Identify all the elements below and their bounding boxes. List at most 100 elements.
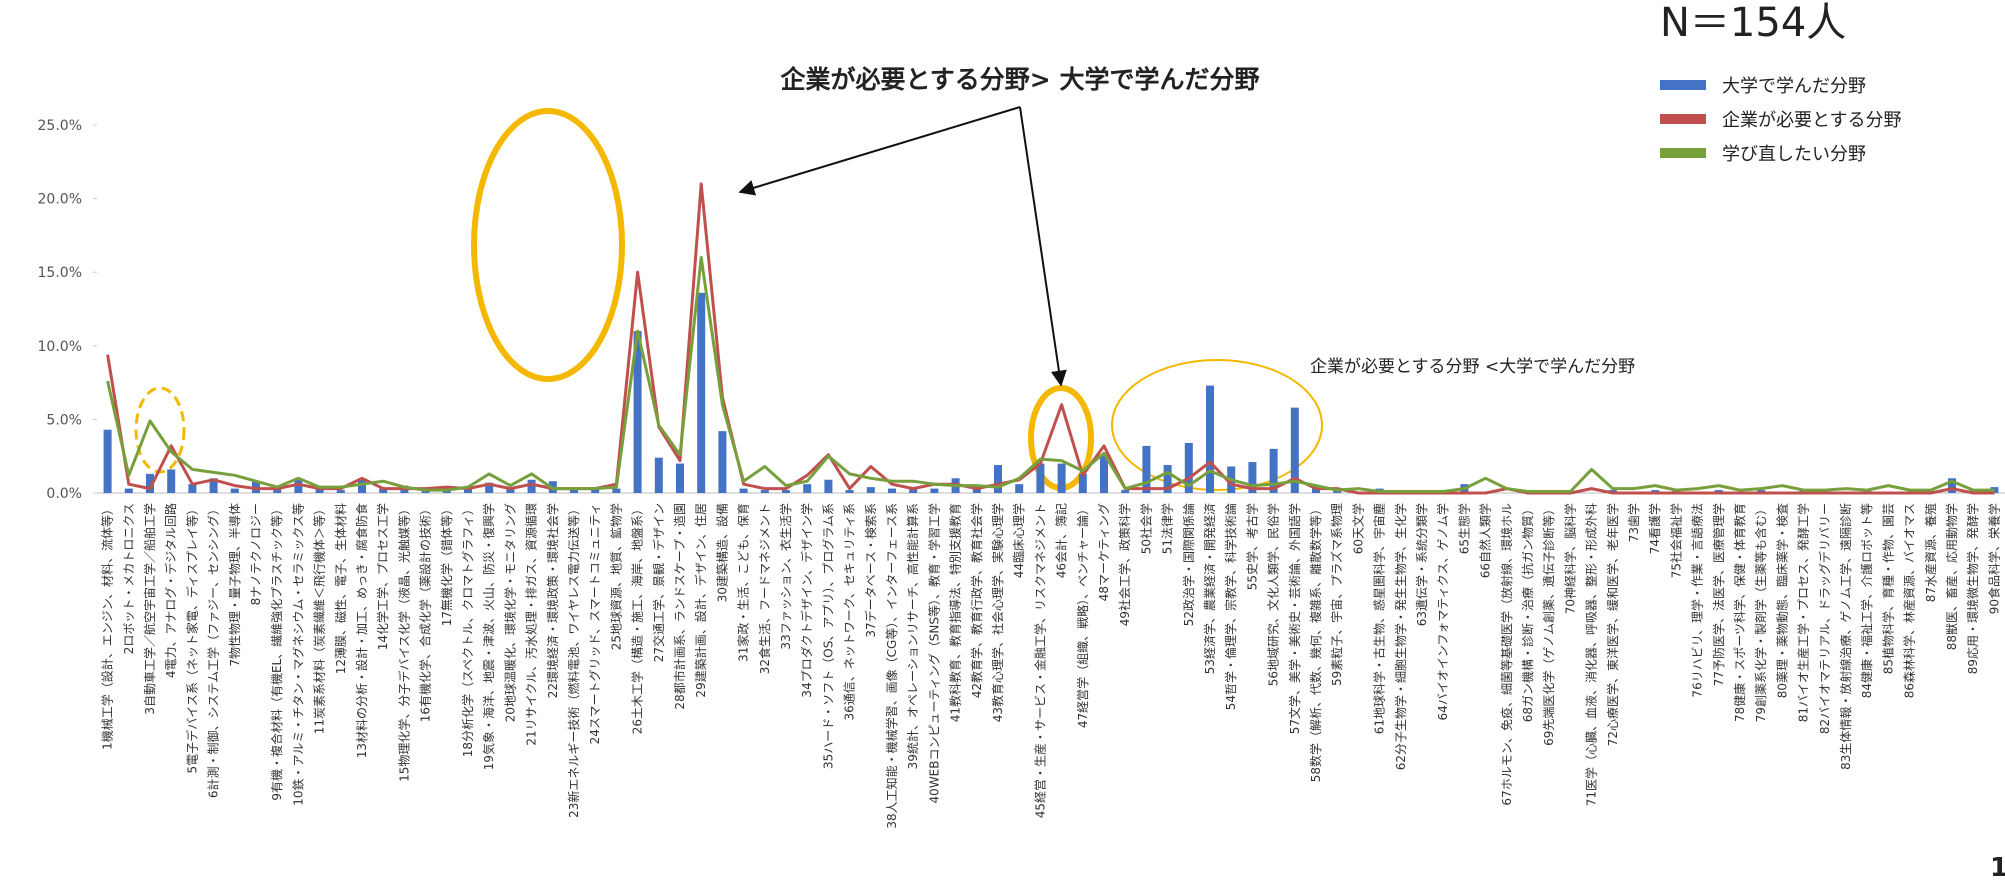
bar	[315, 488, 324, 493]
x-tick-label: 11炭素系材料（炭素繊維＜飛行機体＞等）	[312, 503, 327, 734]
bar	[485, 482, 494, 493]
x-tick-label: 22環境経済・環境政策・環境社会学	[545, 503, 560, 698]
x-tick-label: 77予防医学、法医学、医療管理学	[1711, 503, 1726, 686]
x-tick-label: 14化学工学、プロセス工学	[375, 503, 390, 650]
x-tick-label: 87水産資源、養殖	[1923, 503, 1938, 602]
bar	[1078, 473, 1087, 493]
page-number: 1	[1990, 853, 2005, 883]
bar	[273, 488, 282, 493]
x-tick-label: 16有機化学、合成化学（薬設計の技術）	[418, 503, 433, 722]
y-tick-label: 20.0%	[38, 192, 82, 208]
x-tick-label: 21リサイクル、汚水処理・排ガス、資源循環	[525, 503, 539, 746]
x-tick-label: 47経営学（組織、戦略）、ベンチャー論）	[1075, 503, 1090, 728]
x-tick-label: 60天文学	[1350, 503, 1365, 554]
bar	[760, 490, 769, 493]
bar	[1163, 465, 1172, 493]
x-tick-label: 45経営・生産・サービス・金融工学、リスクマネジメント	[1032, 503, 1047, 818]
x-tick-label: 79創薬系化学・製剤学（生薬等も含む）	[1753, 503, 1768, 722]
bar	[1312, 488, 1320, 493]
bar	[824, 479, 833, 493]
x-tick-label: 35ハード・ソフト（OS、アプリ）、プログラム系	[821, 503, 835, 769]
highlight-ellipse	[1111, 359, 1323, 491]
x-tick-label: 30建築構造、設備	[714, 503, 729, 602]
bar	[782, 490, 790, 493]
x-tick-label: 64バイオインフォマティクス、ゲノム学	[1435, 503, 1450, 720]
x-tick-label: 59素粒子、宇宙、プラズマ系物理	[1329, 503, 1344, 686]
x-tick-label: 13材料の分析・設計・加工、めっき・腐食防食	[354, 503, 369, 758]
annotation: 企業が必要とする分野 <大学で学んだ分野	[1310, 357, 1635, 377]
bar	[909, 488, 918, 493]
x-tick-label: 76リハビリ、理学・作業・言語療法	[1690, 503, 1705, 698]
sample-size: N＝154人	[1660, 0, 1846, 46]
bar	[527, 479, 536, 493]
bar	[1269, 448, 1278, 493]
x-tick-label: 12薄膜、磁性、電子、生体材料	[333, 503, 348, 674]
x-tick-label: 69先端医化学（ゲノム創薬、遺伝子診断等）	[1541, 503, 1556, 746]
x-tick-label: 82バイオマテリアル、ドラッグデリバリー	[1817, 503, 1832, 734]
arrow	[738, 106, 1021, 196]
bar	[336, 490, 345, 493]
bar	[1248, 462, 1257, 493]
bar	[676, 463, 684, 493]
bar	[1015, 484, 1024, 493]
x-tick-label: 65生態学	[1456, 503, 1471, 554]
x-tick-label: 80薬理・薬物動態、臨床薬学・検査	[1774, 503, 1789, 698]
bar	[888, 488, 896, 493]
x-tick-label: 86森林科学、林産資源、バイオマス	[1902, 503, 1917, 698]
y-tick-label: 25.0%	[38, 118, 82, 134]
x-tick-label: 62分子生物学・細胞生物学・発生生物学、生化学	[1393, 503, 1408, 770]
x-tick-label: 2ロボット・メカトロニクス	[122, 503, 136, 654]
x-tick-label: 17無機化学（錯体等）	[439, 503, 454, 626]
bar	[506, 488, 515, 493]
arrow	[1019, 106, 1067, 387]
x-tick-label: 53経済学、農業経済・開発経済	[1202, 503, 1217, 674]
x-tick-label: 56地域研究、文化人類学、民俗学	[1266, 503, 1281, 686]
x-tick-label: 48マーケティング	[1097, 503, 1111, 601]
y-tick-label: 10.0%	[38, 339, 82, 355]
legend-label: 企業が必要とする分野	[1722, 110, 1901, 131]
x-tick-label: 72心療医学、東洋医学、緩和医学、老年医学	[1605, 503, 1620, 746]
x-tick-label: 58数学（解析、代数、幾何、複雑系、離散数学等）	[1308, 503, 1323, 782]
legend-label: 学び直したい分野	[1722, 144, 1866, 165]
bar	[209, 478, 218, 493]
bar	[612, 488, 621, 493]
x-tick-label: 20地球温暖化、環境化学・モニタリング	[502, 503, 517, 722]
x-tick-label: 42教育学、教育行政学、教育社会学	[969, 503, 984, 698]
bar	[994, 465, 1002, 493]
x-tick-label: 74看護学	[1647, 503, 1662, 554]
bar	[1036, 463, 1045, 493]
bar	[1206, 385, 1214, 493]
highlight-ellipse	[134, 386, 186, 474]
bar	[1100, 454, 1108, 493]
x-tick-label: 89応用・環境微生物学、発酵学	[1965, 503, 1980, 674]
bar	[845, 490, 854, 493]
x-tick-label: 31家政・生活、こども、保育	[736, 503, 751, 662]
x-tick-label: 18分析化学（スペクトル、クロマトグラフィ）	[460, 503, 475, 757]
bar	[803, 484, 812, 493]
x-tick-label: 70神経科学、脳科学	[1562, 503, 1577, 614]
x-tick-label: 75社会福祉学	[1668, 503, 1683, 578]
bar	[464, 488, 472, 493]
x-tick-label: 83生体情報・放射線治療、ゲノム工学、遠隔診断	[1838, 503, 1853, 770]
bar	[697, 292, 706, 493]
x-tick-label: 9有機・複合材料（有機EL、繊維強化プラスチック等）	[269, 503, 284, 801]
bar	[591, 488, 600, 493]
x-tick-label: 68ガン機構・診断・治療（抗ガン物質）	[1520, 503, 1535, 722]
bar	[1184, 442, 1193, 493]
x-tick-label: 55史学、考古学	[1244, 503, 1259, 590]
bar	[294, 479, 303, 493]
x-tick-label: 39統計、オペレーションリサーチ、高性能計算系	[905, 503, 920, 769]
x-tick-label: 50社会学	[1138, 503, 1153, 554]
bar	[167, 469, 176, 493]
bar	[1142, 445, 1151, 493]
x-tick-label: 71医学（心臓、血液、消化器、呼吸器、整形・形成外科	[1584, 503, 1599, 806]
bar	[654, 457, 663, 493]
x-tick-label: 19気象・海洋、地震・津波、火山、防災・復興学	[481, 503, 496, 770]
x-tick-label: 25地球資源、地質、鉱物学	[608, 503, 623, 650]
x-tick-label: 36通信、ネットワーク、セキュリティ系	[843, 503, 857, 720]
x-tick-label: 23新エネルギー技術（燃料電池、ワイヤレス電力伝送等）	[566, 503, 581, 818]
y-tick-label: 5.0%	[46, 412, 82, 428]
bar	[1948, 478, 1956, 493]
x-tick-label: 29建築計画、設計、デザイン、住居	[693, 503, 708, 698]
